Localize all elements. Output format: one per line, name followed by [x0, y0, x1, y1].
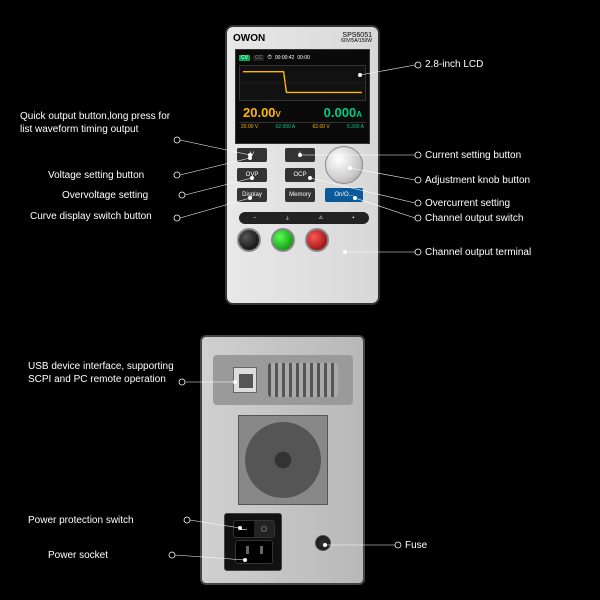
model-spec: 60V/5A/150W: [341, 39, 372, 44]
cv-badge: CV: [239, 55, 250, 61]
current-readout: 0.000A: [324, 105, 362, 120]
power-switch[interactable]: ─ O: [233, 520, 275, 538]
terminal-label-bar: − ⏚ ⚠ +: [239, 212, 369, 224]
lcd-set-row: 20.00 V 02.000 A 62.00 V 5.200 A: [239, 122, 366, 131]
minus-icon: −: [253, 215, 256, 221]
rear-panel: ─ O: [200, 335, 365, 585]
ground-icon: ⏚: [285, 215, 290, 222]
plus-icon: +: [352, 215, 355, 221]
lcd-status-bar: CV CC ⏱ 00:00:42 00:00: [239, 53, 366, 63]
fan-grille: [238, 415, 328, 505]
terminal-ground[interactable]: [271, 228, 295, 252]
usb-port[interactable]: [233, 367, 257, 393]
control-area: V I OVP OCP Display Memory On/O... − ⏚ ⚠…: [227, 144, 378, 254]
brand: OWON: [233, 33, 265, 44]
callout-chsw: Channel output switch: [425, 212, 523, 225]
ovp-button[interactable]: OVP: [237, 168, 267, 182]
callout-ocp: Overcurrent setting: [425, 197, 510, 210]
callout-quick: Quick output button,long press for list …: [20, 110, 175, 136]
callout-fuse: Fuse: [405, 539, 427, 552]
timer-icon: ⏱: [267, 55, 272, 62]
memory-button[interactable]: Memory: [285, 188, 315, 202]
callout-chterm: Channel output terminal: [425, 246, 531, 259]
power-module: ─ O: [224, 513, 282, 571]
display-button[interactable]: Display: [237, 188, 267, 202]
limit-amp: 5.200 A: [347, 124, 364, 130]
fuse-holder[interactable]: [315, 535, 331, 551]
set-amp: 02.000 A: [276, 124, 296, 130]
i-button[interactable]: I: [285, 148, 315, 162]
fan-icon: [245, 422, 321, 498]
power-socket[interactable]: [235, 540, 273, 564]
set-volt: 20.00 V: [241, 124, 258, 130]
callout-vset: Voltage setting button: [48, 169, 144, 182]
lcd-screen: CV CC ⏱ 00:00:42 00:00 20.00V 0.000A 20.…: [235, 49, 370, 144]
callout-ovp: Overvoltage setting: [62, 189, 148, 202]
vent-slots: [268, 363, 338, 397]
v-button[interactable]: V: [237, 148, 267, 162]
warning-icon: ⚠: [319, 215, 323, 221]
callout-knob: Adjustment knob button: [425, 174, 530, 187]
timer-1: 00:00:42: [275, 55, 294, 61]
model: SPS6051 60V/5A/150W: [341, 32, 372, 44]
callout-pswitch: Power protection switch: [28, 514, 134, 527]
on-off-button[interactable]: On/O...: [325, 188, 363, 202]
rear-top-plate: [213, 355, 353, 405]
timer-2: 00:00: [297, 55, 310, 61]
callout-curve: Curve display switch button: [30, 210, 170, 223]
callout-iset: Current setting button: [425, 149, 521, 162]
front-panel: OWON SPS6051 60V/5A/150W CV CC ⏱ 00:00:4…: [225, 25, 380, 305]
switch-off: O: [254, 521, 274, 537]
callout-psocket: Power socket: [48, 549, 108, 562]
voltage-readout: 20.00V: [243, 105, 281, 120]
lcd-graph: [239, 65, 366, 101]
switch-on: ─: [234, 521, 254, 537]
terminal-negative[interactable]: [237, 228, 261, 252]
ocp-button[interactable]: OCP: [285, 168, 315, 182]
terminal-positive[interactable]: [305, 228, 329, 252]
callout-lcd: 2.8-inch LCD: [425, 58, 483, 71]
callout-usb: USB device interface, supporting SCPI an…: [28, 360, 178, 386]
output-terminals: [237, 228, 329, 252]
cc-badge: CC: [253, 55, 264, 61]
device-header: OWON SPS6051 60V/5A/150W: [227, 27, 378, 49]
adjustment-knob[interactable]: [325, 146, 363, 184]
limit-volt: 62.00 V: [313, 124, 330, 130]
lcd-main-readout: 20.00V 0.000A: [239, 103, 366, 122]
